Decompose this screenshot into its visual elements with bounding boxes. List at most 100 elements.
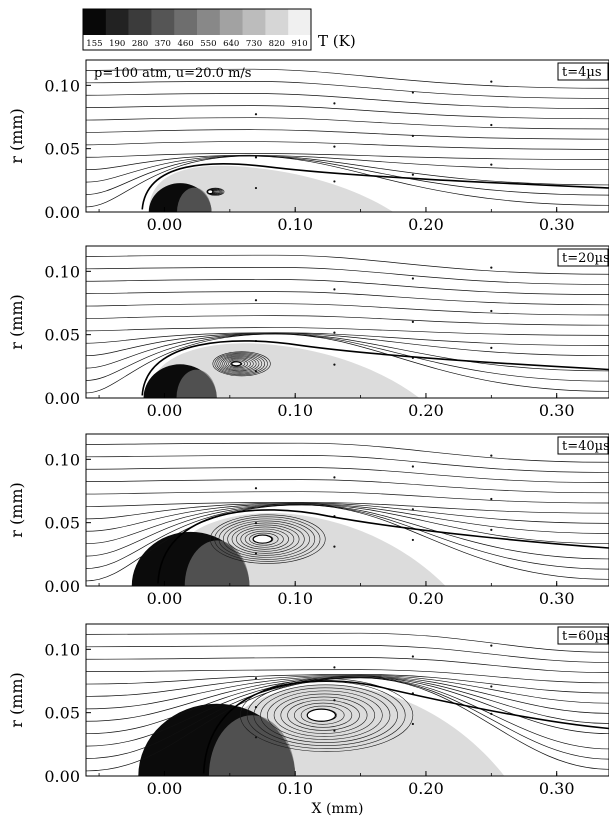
streamline bbox=[86, 503, 609, 545]
x-tick-label: 0.00 bbox=[147, 589, 183, 608]
x-axis-label: X (mm) bbox=[312, 801, 364, 817]
streamline-marker bbox=[490, 346, 493, 349]
colorbar-label: T (K) bbox=[318, 32, 356, 50]
warm-wake-region bbox=[148, 165, 394, 212]
streamline-marker bbox=[254, 521, 258, 525]
streamline-marker bbox=[490, 123, 493, 127]
streamline-marker bbox=[411, 508, 414, 511]
time-label: t=4µs bbox=[562, 65, 602, 80]
vortex-streamline bbox=[222, 356, 257, 372]
separatrix-streamline bbox=[141, 163, 609, 210]
streamline bbox=[86, 291, 609, 306]
streamline-marker bbox=[490, 497, 493, 501]
streamline-marker bbox=[333, 476, 336, 479]
streamline bbox=[86, 105, 609, 120]
vortex-streamline bbox=[222, 520, 310, 558]
vortex-streamline bbox=[236, 526, 295, 552]
streamline bbox=[86, 141, 609, 150]
colorbar-swatch bbox=[83, 9, 107, 35]
streamline-marker bbox=[490, 528, 493, 531]
streamline-marker bbox=[490, 163, 493, 166]
x-tick-label: 0.30 bbox=[539, 215, 575, 234]
time-label-box bbox=[557, 248, 609, 267]
vortex-streamline bbox=[212, 351, 271, 377]
chart-panel: 0.00 0.10 0.20 0.30 0.00 0.05 0.10 r (mm) t=40µs bbox=[7, 433, 609, 608]
streamline-marker bbox=[333, 180, 336, 183]
streamline-marker bbox=[333, 102, 336, 105]
chart-panel: 0.00 0.10 0.20 0.30 0.00 0.05 0.10 r (mm) t=20µs bbox=[7, 245, 609, 420]
streamline bbox=[86, 315, 609, 326]
y-axis-label: r (mm) bbox=[7, 482, 26, 538]
x-tick-label: 0.30 bbox=[539, 401, 575, 420]
x-tick-label: 0.00 bbox=[147, 215, 183, 234]
streamline bbox=[86, 676, 609, 735]
vortex-streamline bbox=[209, 514, 326, 564]
y-tick-label: 0.05 bbox=[44, 140, 80, 159]
streamline-marker bbox=[411, 134, 414, 137]
colorbar-tick-label: 155 bbox=[86, 39, 102, 49]
colorbar-swatch bbox=[288, 9, 312, 35]
x-tick-label: 0.10 bbox=[277, 589, 313, 608]
streamline bbox=[86, 332, 609, 346]
streamline-marker bbox=[254, 113, 258, 116]
y-tick-label: 0.10 bbox=[44, 76, 80, 95]
streamline-marker bbox=[333, 699, 336, 702]
streamline-marker bbox=[333, 666, 336, 669]
vortex-streamline bbox=[227, 522, 305, 556]
colorbar-swatch bbox=[265, 9, 289, 35]
vortex-streamline bbox=[206, 187, 225, 196]
plot-frame bbox=[85, 433, 609, 587]
x-tick-label: 0.20 bbox=[408, 215, 444, 234]
streamline-marker bbox=[490, 454, 493, 457]
vortex-streamline bbox=[228, 359, 248, 369]
plot-area bbox=[86, 254, 609, 398]
x-tick-label: 0.10 bbox=[277, 215, 313, 234]
y-tick-label: 0.00 bbox=[44, 389, 80, 408]
streamline bbox=[86, 504, 609, 560]
y-tick-label: 0.05 bbox=[44, 704, 80, 723]
vortex-streamline bbox=[273, 693, 376, 737]
colorbar-tick-label: 280 bbox=[132, 39, 148, 49]
vortex-streamline bbox=[267, 690, 383, 740]
chart-panel: 0.00 0.10 0.20 0.30 0.00 0.05 0.10 r (mm) t=60µs… bbox=[7, 623, 609, 817]
colorbar-swatch bbox=[219, 9, 243, 35]
colorbar-tick-label: 640 bbox=[223, 39, 239, 49]
streamline-marker bbox=[254, 370, 258, 373]
streamline-marker bbox=[254, 156, 258, 159]
x-tick-label: 0.10 bbox=[277, 401, 313, 420]
streamline bbox=[86, 467, 609, 483]
vortex-streamline bbox=[218, 354, 263, 374]
colorbar-swatch bbox=[151, 9, 175, 35]
streamline-marker bbox=[411, 173, 414, 176]
plot-frame bbox=[85, 623, 609, 777]
time-label: t=60µs bbox=[562, 629, 609, 644]
colorbar-swatches bbox=[83, 9, 312, 35]
streamline bbox=[86, 501, 609, 514]
streamline bbox=[86, 657, 609, 673]
vortex-core bbox=[206, 189, 214, 195]
y-tick-label: 0.10 bbox=[44, 450, 80, 469]
streamline bbox=[86, 677, 609, 750]
vortex-core bbox=[231, 361, 242, 367]
streamline bbox=[86, 153, 609, 160]
streamline bbox=[86, 117, 609, 130]
time-label-box bbox=[557, 626, 609, 645]
y-tick-label: 0.10 bbox=[44, 262, 80, 281]
vortex-streamline bbox=[230, 360, 246, 368]
streamline bbox=[86, 455, 609, 473]
x-tick-label: 0.20 bbox=[408, 401, 444, 420]
streamline-marker bbox=[411, 722, 414, 726]
colorbar-tick-label: 460 bbox=[177, 39, 193, 49]
droplet-thermal-layer bbox=[177, 187, 212, 212]
vortex-core bbox=[306, 708, 337, 722]
colorbar-tick-label: 370 bbox=[155, 39, 171, 49]
streamline bbox=[86, 93, 609, 109]
droplet-thermal-layer bbox=[208, 715, 296, 776]
streamline-marker bbox=[490, 712, 493, 715]
streamline bbox=[86, 129, 609, 140]
warm-wake-region bbox=[148, 343, 420, 398]
streamline-marker bbox=[490, 266, 493, 269]
vortex-streamline bbox=[260, 687, 391, 743]
streamline bbox=[86, 333, 609, 372]
